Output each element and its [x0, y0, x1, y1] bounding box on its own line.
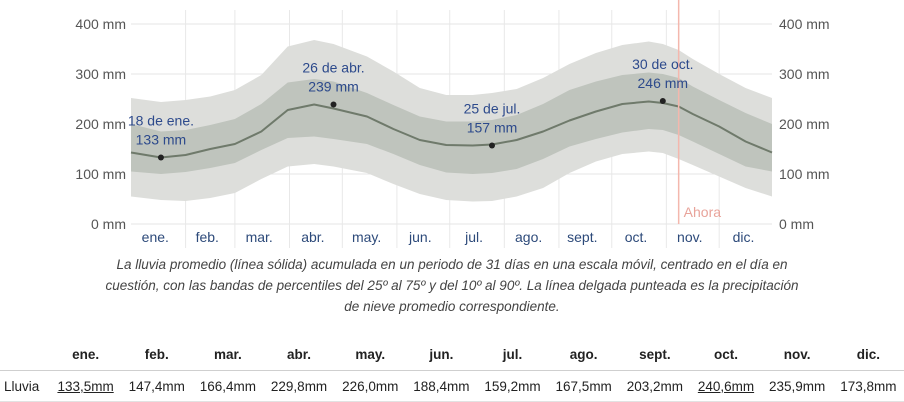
- annotation-point: [157, 154, 164, 161]
- table-cell: 166,4mm: [192, 370, 264, 402]
- table-month-header: jul.: [476, 338, 549, 371]
- annotation-date: 30 de oct.: [632, 56, 694, 72]
- monthly-rain-table: ene. feb. mar. abr. may. jun. jul. ago. sept. oct…: [0, 338, 904, 402]
- y-tick-right: 100 mm: [779, 166, 830, 182]
- table-cell: 173,8mm: [832, 370, 904, 402]
- x-tick-label: jun.: [408, 229, 432, 245]
- y-tick-right: 300 mm: [779, 66, 830, 82]
- x-tick-label: mar.: [246, 229, 273, 245]
- x-tick-label: jul.: [464, 229, 483, 245]
- annotation-value: 239 mm: [308, 79, 359, 95]
- annotation-point: [489, 142, 496, 149]
- y-tick-right: 0 mm: [779, 216, 814, 232]
- rainfall-chart: 0 mm 0 mm 100 mm 100 mm 200 mm 200 mm 300 mm 30…: [75, 0, 830, 248]
- table-month-header: may.: [334, 338, 406, 371]
- y-tick-left: 300 mm: [75, 66, 126, 82]
- table-month-header: mar.: [192, 338, 264, 371]
- table-month-header: feb.: [121, 338, 193, 371]
- table-cell: 235,9mm: [761, 370, 833, 402]
- y-tick-left: 400 mm: [75, 16, 126, 32]
- table-month-header: nov.: [761, 338, 833, 371]
- x-tick-label: ene.: [142, 229, 169, 245]
- band-p25-p75: [131, 72, 772, 174]
- table-header-row: ene. feb. mar. abr. may. jun. jul. ago. sept. oct…: [0, 338, 904, 371]
- annotation-point: [659, 98, 666, 104]
- table-month-header: oct.: [690, 338, 762, 371]
- now-marker-label: Ahora: [684, 204, 722, 220]
- table-month-header: ago.: [548, 338, 620, 371]
- table-corner: [0, 338, 50, 371]
- x-tick-label: ago.: [515, 229, 542, 245]
- y-tick-left: 100 mm: [75, 166, 126, 182]
- mean-rain-line: [130, 100, 773, 159]
- y-tick-right: 400 mm: [779, 16, 830, 32]
- table-cell: 147,4mm: [121, 370, 193, 402]
- y-tick-left: 200 mm: [75, 116, 126, 132]
- x-tick-label: abr.: [301, 229, 324, 245]
- table-month-header: sept.: [619, 338, 691, 371]
- table-cell: 226,0mm: [334, 370, 406, 402]
- table-cell: 167,5mm: [548, 370, 620, 402]
- annotation-value: 133 mm: [136, 132, 187, 148]
- table-cell: 240,6mm: [690, 370, 762, 402]
- annotation-value: 246 mm: [638, 75, 689, 91]
- annotation-date: 18 de ene.: [128, 113, 194, 129]
- chart-caption: La lluvia promedio (línea sólida) acumul…: [105, 257, 799, 314]
- annotation-date: 26 de abr.: [302, 60, 364, 76]
- table-cell: 203,2mm: [619, 370, 691, 402]
- y-tick-left: 0 mm: [91, 216, 126, 232]
- annotation-date: 25 de jul.: [464, 101, 521, 117]
- table-month-header: abr.: [263, 338, 335, 371]
- table-cell: 229,8mm: [263, 370, 335, 402]
- x-tick-label: dic.: [733, 229, 755, 245]
- table-month-header: dic.: [832, 338, 904, 371]
- table-row-lluvia: Lluvia 133,5mm 147,4mm 166,4mm 229,8mm 226,0m…: [0, 370, 904, 402]
- x-tick-label: sept.: [567, 229, 597, 245]
- table-month-header: ene.: [50, 338, 122, 371]
- x-tick-label: feb.: [196, 229, 219, 245]
- table-cell: 188,4mm: [405, 370, 477, 402]
- table-row-label: Lluvia: [0, 370, 50, 402]
- table-cell: 159,2mm: [476, 370, 549, 402]
- x-tick-label: may.: [352, 229, 381, 245]
- annotation-point: [330, 101, 337, 108]
- table-cell: 133,5mm: [50, 370, 122, 402]
- annotation-value: 157 mm: [467, 120, 518, 136]
- y-tick-right: 200 mm: [779, 116, 830, 132]
- x-tick-label: nov.: [677, 229, 702, 245]
- x-tick-label: oct.: [625, 229, 648, 245]
- table-month-header: jun.: [405, 338, 477, 371]
